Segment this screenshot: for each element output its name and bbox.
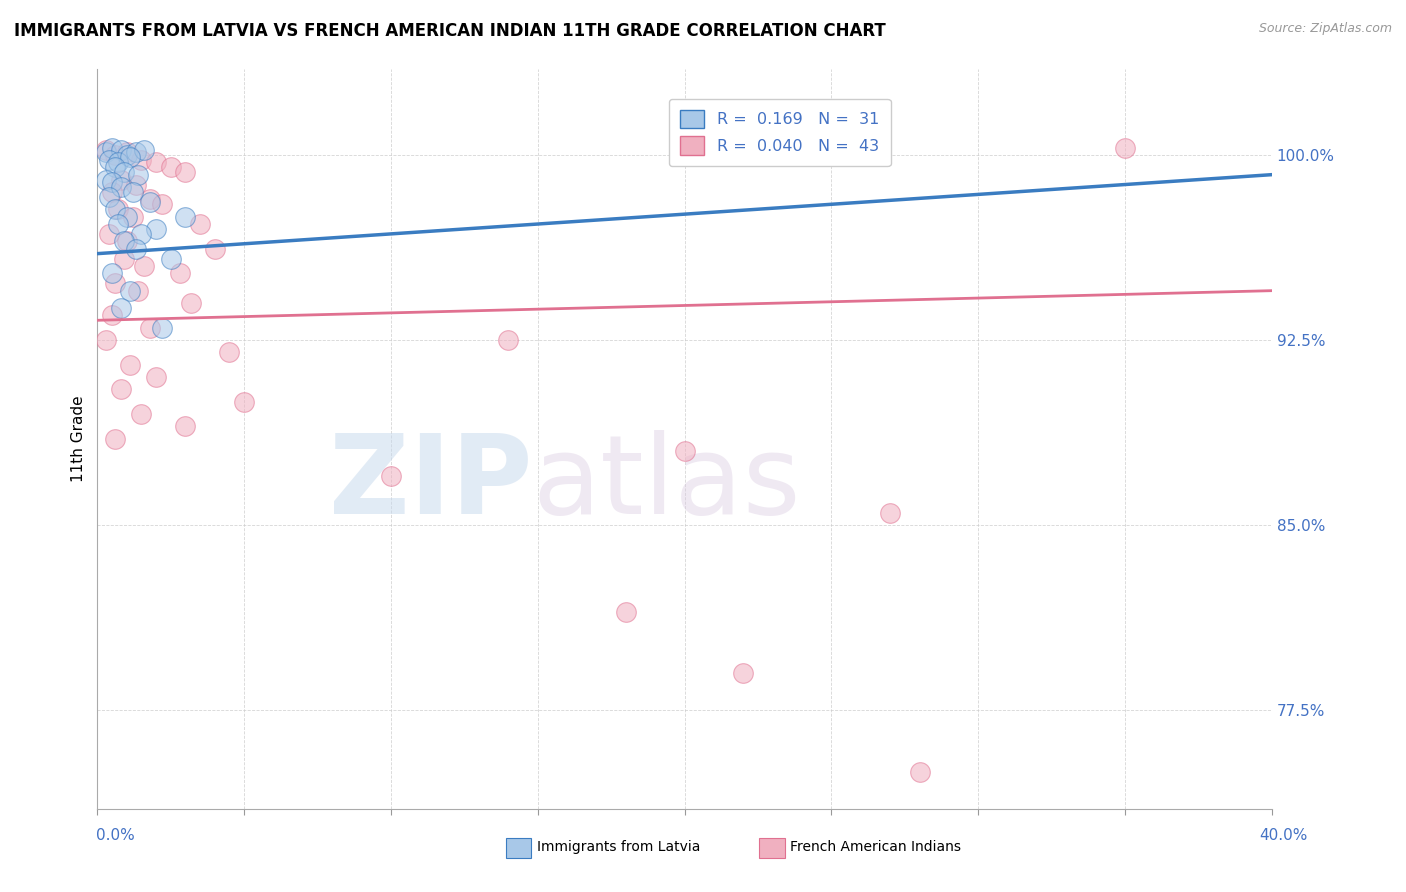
- Point: [101, 266, 124, 280]
- Point: [96, 145, 118, 160]
- Point: [110, 383, 132, 397]
- Point: [614, 605, 637, 619]
- Point: [380, 468, 402, 483]
- Point: [118, 358, 141, 372]
- Y-axis label: 11th Grade: 11th Grade: [72, 395, 86, 482]
- Point: [145, 155, 167, 169]
- Point: [98, 153, 121, 167]
- Point: [124, 178, 146, 192]
- Text: Source: ZipAtlas.com: Source: ZipAtlas.com: [1258, 22, 1392, 36]
- Point: [139, 194, 162, 209]
- Point: [204, 242, 226, 256]
- Text: French American Indians: French American Indians: [790, 839, 962, 854]
- Point: [112, 252, 135, 266]
- Point: [101, 309, 124, 323]
- Point: [101, 140, 124, 154]
- Point: [159, 161, 181, 175]
- Point: [908, 764, 931, 779]
- Point: [733, 666, 755, 681]
- Point: [150, 197, 173, 211]
- Point: [101, 185, 124, 199]
- Point: [112, 235, 135, 249]
- Point: [134, 259, 156, 273]
- Point: [104, 161, 127, 175]
- Point: [96, 143, 118, 157]
- Point: [174, 165, 197, 179]
- Point: [110, 172, 132, 186]
- Point: [104, 277, 127, 291]
- Point: [104, 202, 127, 217]
- Point: [879, 506, 901, 520]
- Point: [218, 345, 240, 359]
- Point: [98, 190, 121, 204]
- Text: 0.0%: 0.0%: [96, 828, 135, 843]
- Point: [127, 168, 149, 182]
- Point: [98, 227, 121, 241]
- Text: atlas: atlas: [531, 430, 800, 537]
- Point: [134, 143, 156, 157]
- Point: [188, 217, 211, 231]
- Point: [112, 165, 135, 179]
- Point: [174, 419, 197, 434]
- Point: [110, 143, 132, 157]
- Point: [180, 296, 202, 310]
- Point: [118, 150, 141, 164]
- Point: [115, 148, 138, 162]
- Point: [107, 155, 129, 169]
- Point: [131, 153, 153, 167]
- Text: 40.0%: 40.0%: [1260, 828, 1308, 843]
- Point: [150, 320, 173, 334]
- Point: [124, 242, 146, 256]
- Point: [121, 210, 143, 224]
- Point: [145, 222, 167, 236]
- Point: [124, 145, 146, 160]
- Point: [115, 145, 138, 160]
- Point: [127, 284, 149, 298]
- Point: [233, 394, 256, 409]
- Text: Immigrants from Latvia: Immigrants from Latvia: [537, 839, 700, 854]
- Point: [104, 432, 127, 446]
- Point: [498, 333, 520, 347]
- Point: [96, 172, 118, 186]
- Point: [159, 252, 181, 266]
- Point: [115, 235, 138, 249]
- Point: [110, 180, 132, 194]
- Text: IMMIGRANTS FROM LATVIA VS FRENCH AMERICAN INDIAN 11TH GRADE CORRELATION CHART: IMMIGRANTS FROM LATVIA VS FRENCH AMERICA…: [14, 22, 886, 40]
- Text: ZIP: ZIP: [329, 430, 531, 537]
- Point: [107, 217, 129, 231]
- Point: [139, 192, 162, 206]
- Point: [673, 444, 696, 458]
- Point: [110, 301, 132, 315]
- Point: [1114, 140, 1136, 154]
- Point: [118, 284, 141, 298]
- Point: [115, 210, 138, 224]
- Point: [131, 407, 153, 421]
- Point: [139, 320, 162, 334]
- Point: [104, 148, 127, 162]
- Point: [96, 333, 118, 347]
- Point: [174, 210, 197, 224]
- Point: [145, 370, 167, 384]
- Point: [131, 227, 153, 241]
- Point: [169, 266, 191, 280]
- Point: [101, 175, 124, 189]
- Legend: R =  0.169   N =  31, R =  0.040   N =  43: R = 0.169 N = 31, R = 0.040 N = 43: [669, 99, 890, 166]
- Point: [121, 185, 143, 199]
- Point: [107, 202, 129, 217]
